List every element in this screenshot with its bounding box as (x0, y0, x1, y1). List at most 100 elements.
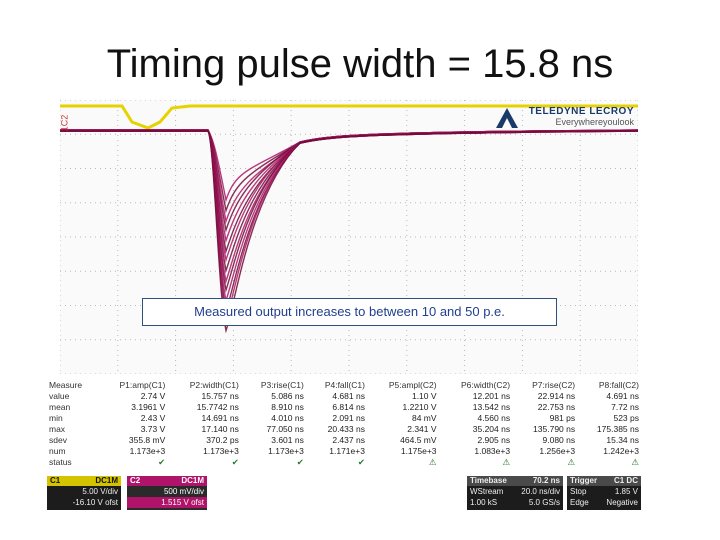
grid-dot (595, 270, 596, 272)
grid-dot (350, 373, 351, 374)
grid-dot (175, 250, 177, 251)
grid-dot (200, 100, 201, 101)
grid-dot (348, 195, 350, 196)
trigger-slope: Negative (606, 498, 638, 507)
grid-dot (406, 210, 408, 211)
measure-header[interactable]: P2:width(C1) (189, 380, 239, 390)
c2-descriptor[interactable]: C2 DC1M 500 mV/div 1.515 V ofst (127, 476, 207, 510)
grid-dot (579, 200, 581, 201)
grid-dot (350, 100, 351, 101)
grid-dot (340, 270, 341, 272)
grid-dot (460, 339, 461, 341)
grid-dot (515, 133, 516, 135)
measure-cell: 1.171e+3 (329, 446, 365, 456)
grid-dot (290, 190, 292, 191)
grid-dot (521, 360, 523, 361)
measure-header[interactable]: P6:width(C2) (460, 380, 511, 390)
measure-cell: 13.542 ns (472, 402, 511, 412)
grid-dot (470, 168, 471, 169)
grid-dot (65, 236, 66, 238)
grid-dot (625, 202, 626, 204)
grid-dot (290, 155, 292, 156)
grid-dot (464, 290, 466, 291)
grid-dot (521, 185, 523, 186)
grid-dot (615, 168, 616, 169)
grid-dot (300, 270, 301, 272)
grid-dot (521, 140, 523, 141)
grid-dot (464, 170, 466, 171)
grid-dot (232, 205, 234, 206)
grid-dot (348, 140, 350, 141)
grid-dot (330, 133, 331, 135)
c1-descriptor[interactable]: C1 DC1M 5.00 V/div -16.10 V ofst (47, 476, 121, 510)
grid-dot (340, 100, 341, 101)
grid-dot (521, 295, 523, 296)
grid-dot (115, 339, 116, 341)
grid-dot (445, 236, 446, 238)
grid-dot (305, 339, 306, 341)
grid-dot (70, 168, 71, 169)
c1-vdiv: 5.00 V/div (82, 487, 118, 496)
grid-dot (175, 236, 176, 238)
grid-dot (175, 339, 176, 341)
grid-dot (265, 270, 266, 272)
grid-dot (630, 270, 631, 272)
grid-dot (60, 230, 61, 231)
measure-header[interactable]: Measure (49, 380, 83, 390)
grid-dot (637, 180, 638, 181)
grid-dot (406, 125, 408, 126)
measure-header[interactable]: P3:rise(C1) (260, 380, 304, 390)
grid-dot (160, 202, 161, 204)
grid-dot (230, 339, 231, 341)
grid-dot (475, 100, 476, 101)
grid-dot (290, 100, 292, 101)
grid-dot (260, 236, 261, 238)
grid-dot (348, 215, 350, 216)
grid-dot (610, 339, 611, 341)
grid-dot (275, 100, 276, 101)
grid-dot (275, 270, 276, 272)
grid-dot (285, 236, 286, 238)
grid-dot (464, 285, 466, 286)
grid-dot (495, 168, 496, 169)
grid-dot (637, 145, 638, 146)
grid-dot (590, 168, 591, 169)
grid-dot (140, 305, 141, 306)
grid-dot (175, 185, 177, 186)
grid-dot (348, 360, 350, 361)
measure-header[interactable]: P8:fall(C2) (598, 380, 639, 390)
grid-dot (175, 255, 177, 256)
grid-dot (85, 373, 86, 374)
grid-dot (348, 245, 350, 246)
grid-dot (521, 165, 523, 166)
grid-dot (165, 100, 166, 101)
grid-dot (521, 335, 523, 336)
grid-dot (521, 345, 523, 346)
measure-cell: 1.083e+3 (474, 446, 511, 456)
grid-dot (205, 373, 206, 374)
grid-dot (600, 339, 601, 341)
measure-header[interactable]: P7:rise(C2) (532, 380, 576, 390)
grid-dot (348, 190, 350, 191)
measure-header[interactable]: P1:amp(C1) (119, 380, 166, 390)
grid-dot (464, 130, 466, 131)
measure-header[interactable]: P5:ampl(C2) (388, 380, 437, 390)
grid-dot (550, 168, 551, 169)
grid-dot (200, 133, 201, 135)
grid-dot (406, 255, 408, 256)
measure-header[interactable]: P4:fall(C1) (324, 380, 365, 390)
grid-dot (637, 275, 638, 276)
grid-dot (600, 305, 601, 306)
grid-dot (450, 236, 451, 238)
grid-dot (300, 339, 301, 341)
grid-dot (320, 270, 321, 272)
grid-dot (579, 190, 581, 191)
grid-dot (95, 168, 96, 169)
grid-dot (230, 373, 231, 374)
grid-dot (290, 180, 292, 181)
grid-dot (464, 365, 466, 366)
trigger-descriptor[interactable]: Trigger C1 DC Stop 1.85 V Edge Negative (567, 476, 641, 510)
timebase-descriptor[interactable]: Timebase 70.2 ns WStream 20.0 ns/div 1.00 … (467, 476, 563, 510)
grid-dot (130, 373, 131, 374)
grid-dot (579, 350, 581, 351)
